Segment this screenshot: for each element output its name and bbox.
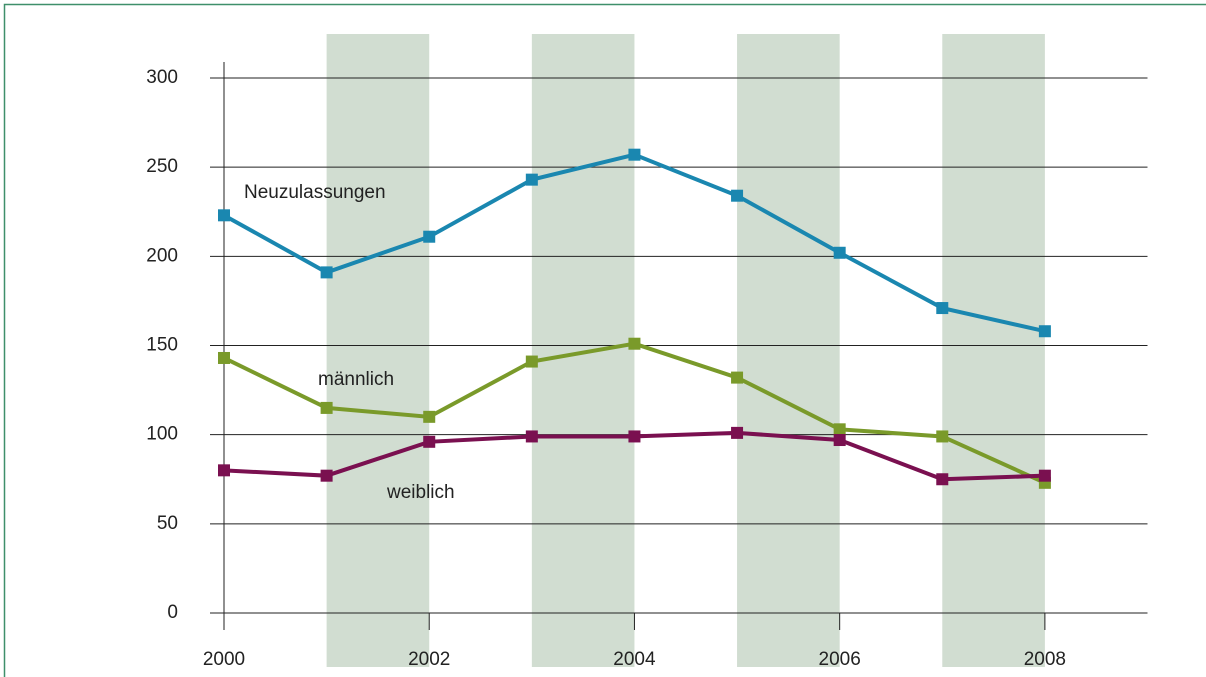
y-tick-label: 200 (146, 245, 178, 266)
marker (628, 430, 641, 443)
shaded-band (942, 34, 1045, 667)
series-label: Neuzulassungen (244, 182, 386, 203)
marker (218, 351, 230, 364)
x-tick-label: 2002 (408, 649, 450, 670)
marker (218, 209, 230, 222)
marker (628, 148, 641, 161)
marker (731, 371, 744, 384)
x-tick-label: 2004 (613, 649, 656, 670)
y-tick-label: 300 (146, 67, 178, 88)
marker (423, 410, 436, 423)
marker (628, 337, 641, 350)
y-tick-label: 150 (146, 335, 178, 356)
marker (731, 189, 744, 202)
marker (320, 401, 333, 414)
marker (423, 230, 436, 243)
marker (1038, 325, 1051, 338)
x-tick-label: 2008 (1024, 649, 1066, 670)
y-tick-label: 50 (157, 513, 178, 534)
y-tick-label: 250 (146, 156, 178, 177)
shaded-band (531, 34, 635, 667)
marker (320, 266, 333, 279)
marker (833, 246, 846, 259)
marker (525, 173, 538, 186)
marker (731, 426, 744, 439)
y-tick-label: 0 (167, 602, 178, 623)
series-label: männlich (318, 369, 394, 390)
shaded-band (326, 34, 430, 667)
marker (525, 430, 538, 443)
marker (525, 355, 538, 368)
y-tick-label: 100 (146, 424, 178, 445)
marker (833, 423, 846, 436)
marker (833, 434, 846, 447)
marker (936, 473, 949, 486)
marker (1038, 469, 1051, 482)
marker (320, 469, 333, 482)
frame (3, 3, 1206, 677)
marker (936, 430, 949, 443)
marker (936, 302, 949, 315)
marker (218, 464, 230, 477)
series-label: weiblich (386, 482, 455, 503)
shaded-band (737, 34, 840, 667)
x-tick-label: 2006 (819, 649, 861, 670)
marker (423, 435, 436, 448)
x-tick-label: 2000 (203, 649, 245, 670)
